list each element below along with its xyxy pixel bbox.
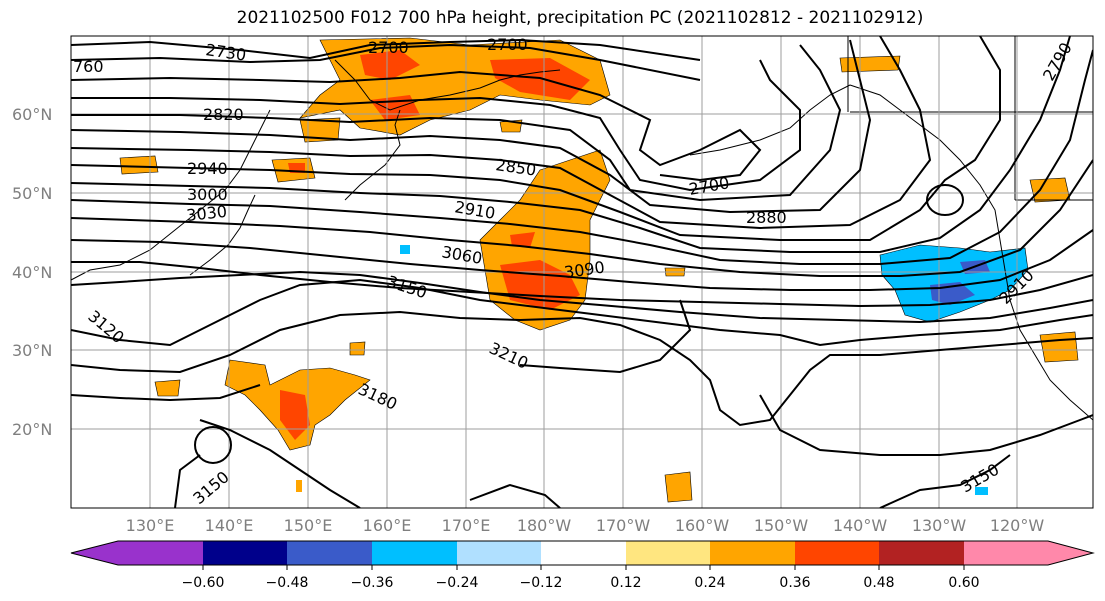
lon-label: 160°E — [363, 516, 412, 535]
lat-label: 30°N — [12, 341, 52, 360]
colorbar-tick-label: −0.36 — [351, 575, 394, 591]
contour-label: 760 — [73, 57, 104, 76]
lon-label: 150°E — [284, 516, 333, 535]
contour-label: 2700 — [368, 38, 409, 57]
colorbar-segment — [541, 541, 626, 565]
colorbar-tick-label: 0.60 — [948, 575, 979, 591]
lon-label: 160°W — [675, 516, 730, 535]
lon-label: 140°E — [205, 516, 254, 535]
lon-label: 150°W — [754, 516, 809, 535]
colorbar-segment — [203, 541, 287, 565]
contour-label: 3000 — [187, 185, 228, 204]
map-border — [70, 35, 1094, 509]
colorbar-segment — [879, 541, 964, 565]
colorbar-tick-label: 0.36 — [779, 575, 810, 591]
colorbar-tick-label: 0.48 — [863, 575, 894, 591]
lat-label: 40°N — [12, 263, 52, 282]
lon-label: 170°W — [596, 516, 651, 535]
colorbar-segment — [372, 541, 457, 565]
colorbar — [70, 540, 1095, 566]
colorbar-segment — [626, 541, 710, 565]
colorbar-tick-labels: −0.60 −0.48 −0.36 −0.24 −0.12 0.12 0.24 … — [182, 575, 980, 591]
colorbar-ticks — [202, 565, 965, 570]
colorbar-segment — [710, 541, 795, 565]
height-contours — [71, 36, 1093, 508]
contour-label: 3030 — [185, 202, 227, 225]
colorbar-tick-label: 0.12 — [610, 575, 641, 591]
colorbar-outline — [70, 540, 1095, 566]
colorbar-extend-max — [1048, 541, 1093, 565]
lat-label: 50°N — [12, 184, 52, 203]
colorbar-tick-label: −0.24 — [436, 575, 479, 591]
colorbar-tick-label: 0.24 — [694, 575, 725, 591]
contour-label: 2700 — [487, 35, 528, 54]
lon-label: 140°W — [833, 516, 888, 535]
lat-label: 20°N — [12, 420, 52, 439]
map-title: 2021102500 F012 700 hPa height, precipit… — [236, 8, 924, 28]
colorbar-segment — [118, 541, 203, 565]
latitude-labels: 60°N 50°N 40°N 30°N 20°N — [12, 105, 52, 439]
lon-label: 180°W — [517, 516, 572, 535]
longitude-labels: 130°E 140°E 150°E 160°E 170°E 180°W 170°… — [126, 516, 1045, 535]
contour-label: 2880 — [746, 208, 787, 227]
lat-label: 60°N — [12, 105, 52, 124]
colorbar-segment — [457, 541, 541, 565]
contour-label: 2940 — [187, 159, 228, 178]
coastlines — [71, 36, 1093, 421]
lon-label: 130°W — [912, 516, 967, 535]
colorbar-tick-label: −0.12 — [520, 575, 563, 591]
colorbar-extend-min — [71, 541, 118, 565]
lon-label: 170°E — [442, 516, 491, 535]
colorbar-segment — [964, 541, 1048, 565]
colorbar-tick-label: −0.60 — [182, 575, 225, 591]
lon-label: 130°E — [126, 516, 175, 535]
colorbar-segment — [795, 541, 879, 565]
colorbar-segment — [287, 541, 372, 565]
colorbar-tick-label: −0.48 — [266, 575, 309, 591]
lon-label: 120°W — [990, 516, 1045, 535]
contour-label: 2820 — [203, 105, 244, 124]
